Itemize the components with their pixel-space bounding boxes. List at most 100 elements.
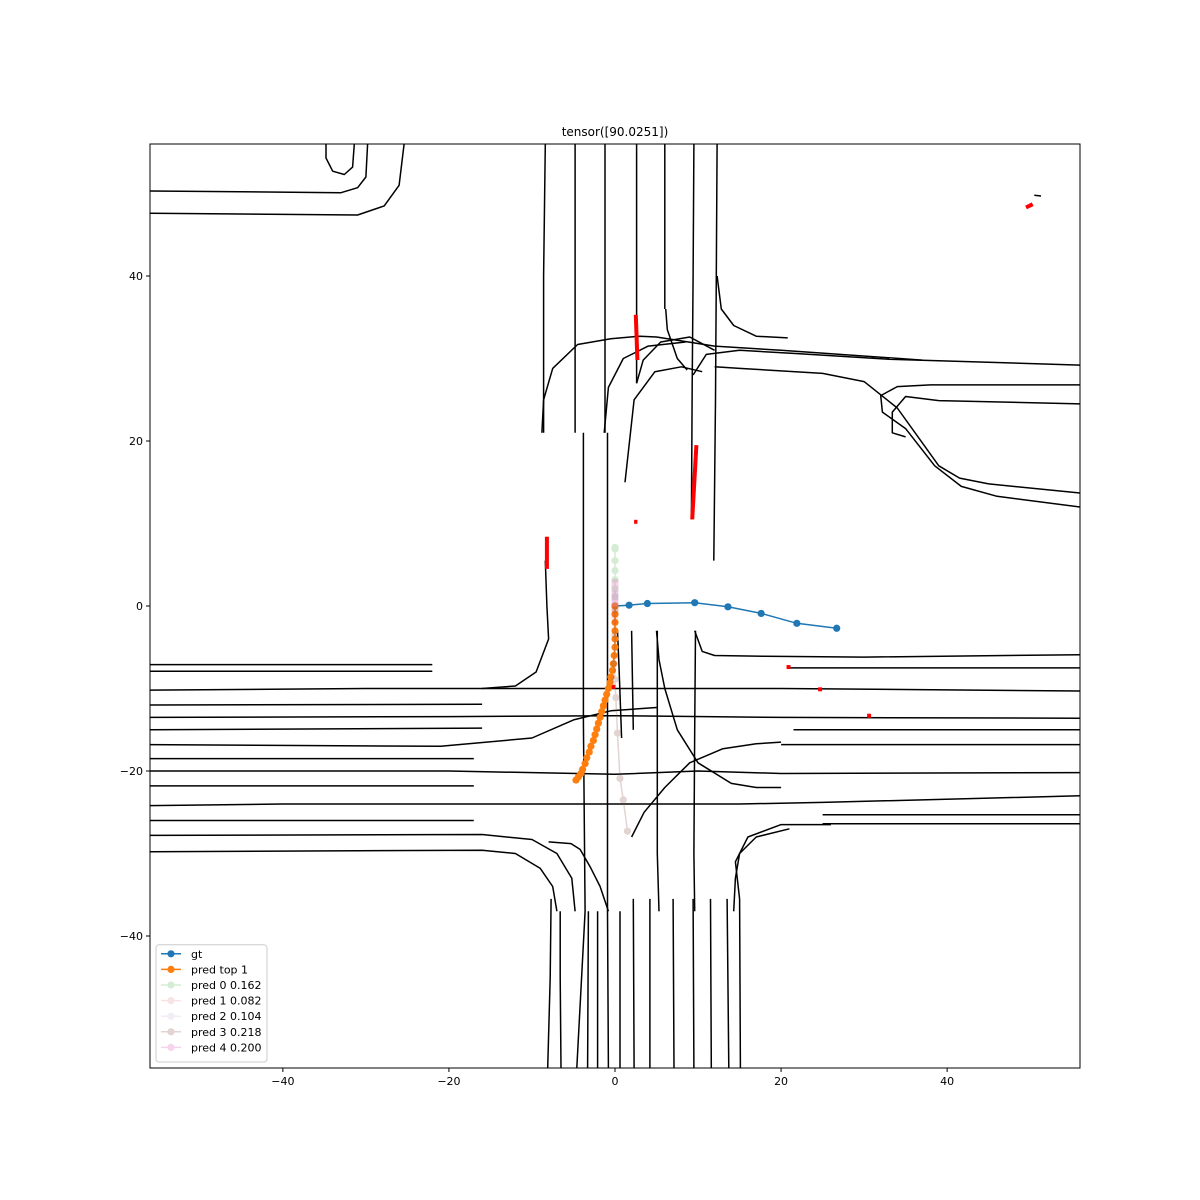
y-tick-label-0: −40 <box>120 930 143 943</box>
series-5-point-6 <box>616 774 624 783</box>
series-1-point-4 <box>611 635 619 643</box>
series-5-point-4 <box>612 693 620 702</box>
lane-line-38 <box>150 795 1080 807</box>
series-3-point-4 <box>611 614 619 622</box>
lane-line-19 <box>576 432 586 1068</box>
series-3-point-1 <box>611 607 619 615</box>
series-6 <box>611 578 619 608</box>
series-4-point-1 <box>611 598 619 606</box>
lane-line-12 <box>692 349 1080 376</box>
lane-line-40 <box>150 833 576 912</box>
legend-label-5: pred 3 0.218 <box>191 1026 262 1039</box>
series-5 <box>610 606 632 835</box>
lane-line-8 <box>603 341 686 433</box>
legend-item-3: pred 1 0.082 <box>161 995 262 1008</box>
series-1-point-9 <box>607 673 615 681</box>
series-5-point-2 <box>610 660 618 668</box>
lane-line-24 <box>656 630 660 912</box>
series-1-point-6 <box>610 651 618 660</box>
series-1-point-20 <box>589 736 598 745</box>
lane-line-0 <box>150 144 369 194</box>
series-0-point-7 <box>833 624 841 632</box>
lane-line-6 <box>541 335 923 433</box>
lane-line-61 <box>734 823 831 899</box>
red-dot-2 <box>867 713 872 718</box>
lane-line-50 <box>559 911 562 1068</box>
series-5-point-5 <box>613 729 622 737</box>
series-2-point-4 <box>611 557 619 565</box>
lane-line-31 <box>150 714 1080 719</box>
lane-lines <box>150 144 1080 1068</box>
lane-line-11 <box>690 144 695 520</box>
lane-line-10 <box>635 336 715 384</box>
series-4-point-4 <box>611 590 619 599</box>
series-line-5 <box>613 610 629 832</box>
series-2-point-5 <box>611 545 619 553</box>
series-1-point-18 <box>593 725 601 733</box>
lane-line-41 <box>150 849 558 912</box>
series-3-point-0 <box>611 604 619 613</box>
x-tick-label-0: −40 <box>271 1075 294 1088</box>
red-dot-1 <box>818 687 823 692</box>
series-1-point-2 <box>611 618 619 627</box>
series-6-point-6 <box>611 578 619 586</box>
series-3-point-5 <box>611 617 619 625</box>
series-2-point-3 <box>611 566 619 575</box>
series-6-point-1 <box>611 595 619 604</box>
x-tick-label-2: 0 <box>612 1075 619 1088</box>
red-dot-3 <box>611 684 616 689</box>
lane-line-56 <box>672 898 675 1068</box>
x-tick-label-3: 20 <box>774 1075 788 1088</box>
lane-line-23 <box>630 630 635 730</box>
x-axis-ticks: −40 −20 0 20 40 <box>271 1068 954 1088</box>
legend-label-4: pred 2 0.104 <box>191 1010 262 1023</box>
series-1-point-7 <box>609 660 617 668</box>
small-segment-0 <box>1034 194 1042 197</box>
series-1-point-13 <box>601 696 609 704</box>
legend-item-2: pred 0 0.162 <box>161 979 262 992</box>
series-1-point-3 <box>611 627 619 635</box>
legend-item-0: gt <box>161 948 203 961</box>
series-1-point-21 <box>587 742 595 750</box>
red-segment-2 <box>690 444 699 520</box>
series-4-point-2 <box>611 595 619 604</box>
lane-line-49 <box>546 898 552 1068</box>
lane-line-32 <box>150 727 483 731</box>
lane-line-26 <box>693 630 697 912</box>
legend-swatch-0 <box>161 950 181 958</box>
legend-label-3: pred 1 0.082 <box>191 995 262 1008</box>
series-2-point-6 <box>611 543 619 552</box>
legend-label-1: pred top 1 <box>191 963 248 976</box>
series-2-point-1 <box>611 585 619 593</box>
series-1-point-17 <box>594 719 602 727</box>
series-5-point-8 <box>623 827 632 835</box>
legend: gt pred top 1 pred 0 0.162 pred 1 0.082 pred… <box>155 944 268 1063</box>
series-1-point-8 <box>608 666 617 674</box>
series-0-point-3 <box>691 599 699 607</box>
series-1-point-12 <box>603 690 611 698</box>
series-6-point-5 <box>611 580 619 589</box>
series-1-point-16 <box>596 713 604 721</box>
series-6-point-2 <box>611 591 619 599</box>
series-1-point-28 <box>572 776 580 784</box>
lane-line-27 <box>693 630 1080 658</box>
lane-line-1 <box>150 144 405 216</box>
lane-line-36 <box>150 770 1080 776</box>
series-2-point-0 <box>611 593 619 601</box>
y-tick-label-4: 40 <box>129 270 143 283</box>
y-tick-label-1: −20 <box>120 765 143 778</box>
lane-line-63 <box>891 395 1080 438</box>
trajectory-series <box>572 543 841 835</box>
series-5-point-3 <box>611 675 619 684</box>
lane-line-15 <box>713 144 718 561</box>
legend-swatch-3 <box>161 997 181 1005</box>
series-6-point-4 <box>611 583 619 591</box>
lane-line-14 <box>664 308 688 371</box>
series-3-point-2 <box>611 609 619 618</box>
series-0-point-2 <box>643 599 651 608</box>
legend-item-6: pred 4 0.200 <box>161 1041 262 1054</box>
series-1 <box>572 602 619 784</box>
series-4-point-3 <box>611 593 619 601</box>
lane-line-18 <box>714 366 1080 494</box>
